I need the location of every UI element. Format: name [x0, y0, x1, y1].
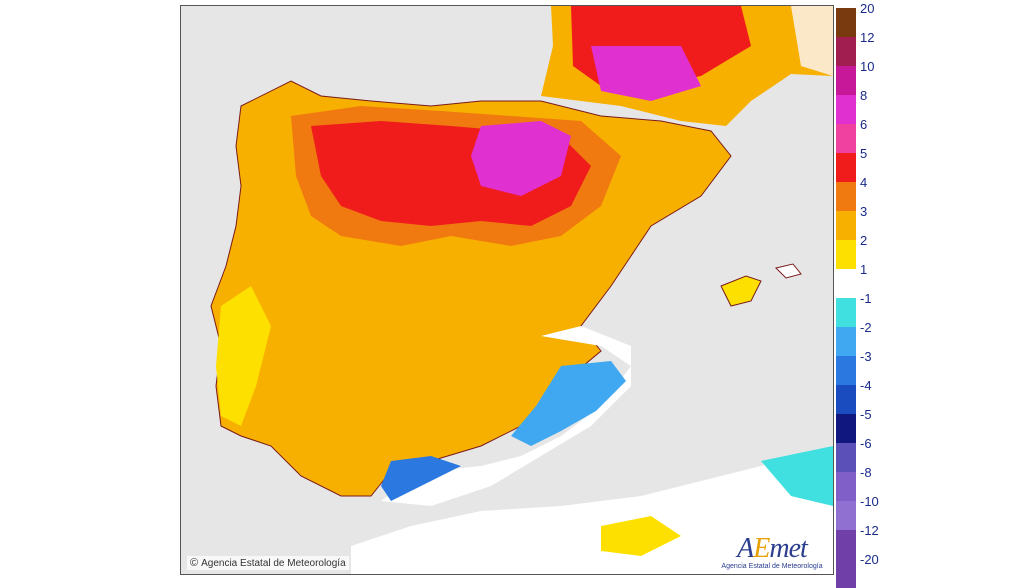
legend-item: -12	[836, 523, 896, 559]
legend-label: 8	[860, 88, 868, 103]
north-africa-warm-zone	[601, 516, 681, 556]
portugal-coast-zone	[216, 286, 271, 426]
legend-swatch	[836, 385, 856, 414]
north-africa	[351, 446, 833, 574]
legend-label: -3	[860, 349, 872, 364]
legend-item: 20	[836, 1, 896, 37]
legend-swatch	[836, 211, 856, 240]
legend-item: -20	[836, 552, 896, 588]
legend-label: -20	[860, 552, 879, 567]
legend-label: 12	[860, 30, 875, 45]
legend-label: 2	[860, 233, 868, 248]
southeast-cool-zone	[511, 361, 626, 446]
legend-item: -2	[836, 320, 896, 356]
legend-item: -1	[836, 291, 896, 327]
legend-label: 6	[860, 117, 868, 132]
legend-label: -8	[860, 465, 872, 480]
legend-label: -4	[860, 378, 872, 393]
legend-swatch	[836, 66, 856, 95]
aemet-logo-subtitle: Agencia Estatal de Meteorología	[721, 563, 823, 570]
legend-swatch	[836, 472, 856, 501]
balearic-islands	[720, 275, 762, 307]
legend-item: 10	[836, 59, 896, 95]
legend-swatch	[836, 356, 856, 385]
southwest-cool-zone	[381, 456, 461, 501]
legend-swatch	[836, 153, 856, 182]
legend-item: 6	[836, 117, 896, 153]
legend-item: 1	[836, 262, 896, 298]
legend-label: -10	[860, 494, 879, 509]
legend-item: 5	[836, 146, 896, 182]
legend-swatch	[836, 124, 856, 153]
legend-item: 2	[836, 233, 896, 269]
legend-item: 4	[836, 175, 896, 211]
legend-item: -8	[836, 465, 896, 501]
temperature-anomaly-map	[181, 6, 833, 574]
legend-label: 4	[860, 175, 868, 190]
legend-swatch	[836, 37, 856, 66]
aemet-logo-mark: AEmet	[737, 533, 808, 564]
legend-item: -6	[836, 436, 896, 472]
legend-item: -10	[836, 494, 896, 530]
legend-item: -3	[836, 349, 896, 385]
legend-swatch	[836, 414, 856, 443]
legend-label: 3	[860, 204, 868, 219]
legend-label: -2	[860, 320, 872, 335]
legend-swatch	[836, 530, 856, 559]
legend-label: 5	[860, 146, 868, 161]
north-africa-cool-zone	[761, 446, 833, 506]
legend-item: 12	[836, 30, 896, 66]
ebro-hot-core	[471, 121, 571, 196]
legend-swatch	[836, 443, 856, 472]
legend-label: 1	[860, 262, 868, 277]
legend-label: -12	[860, 523, 879, 538]
legend-item: 3	[836, 204, 896, 240]
color-legend: 20 12 10 8 6 5 4 3 2 1 -1 -2 -3 -4 -5 -6 -8 -10 -12 -20	[836, 1, 896, 588]
legend-swatch	[836, 8, 856, 37]
legend-swatch	[836, 559, 856, 588]
legend-item: 8	[836, 88, 896, 124]
legend-swatch	[836, 95, 856, 124]
legend-label: 20	[860, 1, 875, 16]
legend-label: -5	[860, 407, 872, 422]
menorca-island	[775, 263, 802, 279]
legend-swatch	[836, 269, 856, 298]
legend-item: -5	[836, 407, 896, 443]
legend-swatch	[836, 501, 856, 530]
copyright-text: Agencia Estatal de Meteorología	[201, 558, 346, 569]
legend-item: -4	[836, 378, 896, 414]
legend-swatch	[836, 298, 856, 327]
copyright-notice: © Agencia Estatal de Meteorología	[187, 556, 349, 570]
legend-swatch	[836, 240, 856, 269]
legend-label: -6	[860, 436, 872, 451]
aemet-logo: AEmet Agencia Estatal de Meteorología	[717, 533, 827, 571]
france-pale-zone	[791, 6, 833, 76]
copyright-icon: ©	[190, 557, 199, 569]
legend-label: 10	[860, 59, 875, 74]
legend-label: -1	[860, 291, 872, 306]
map-panel: © Agencia Estatal de Meteorología AEmet A…	[180, 5, 834, 575]
legend-swatch	[836, 327, 856, 356]
france-very-hot-zone	[591, 46, 701, 101]
legend-swatch	[836, 182, 856, 211]
